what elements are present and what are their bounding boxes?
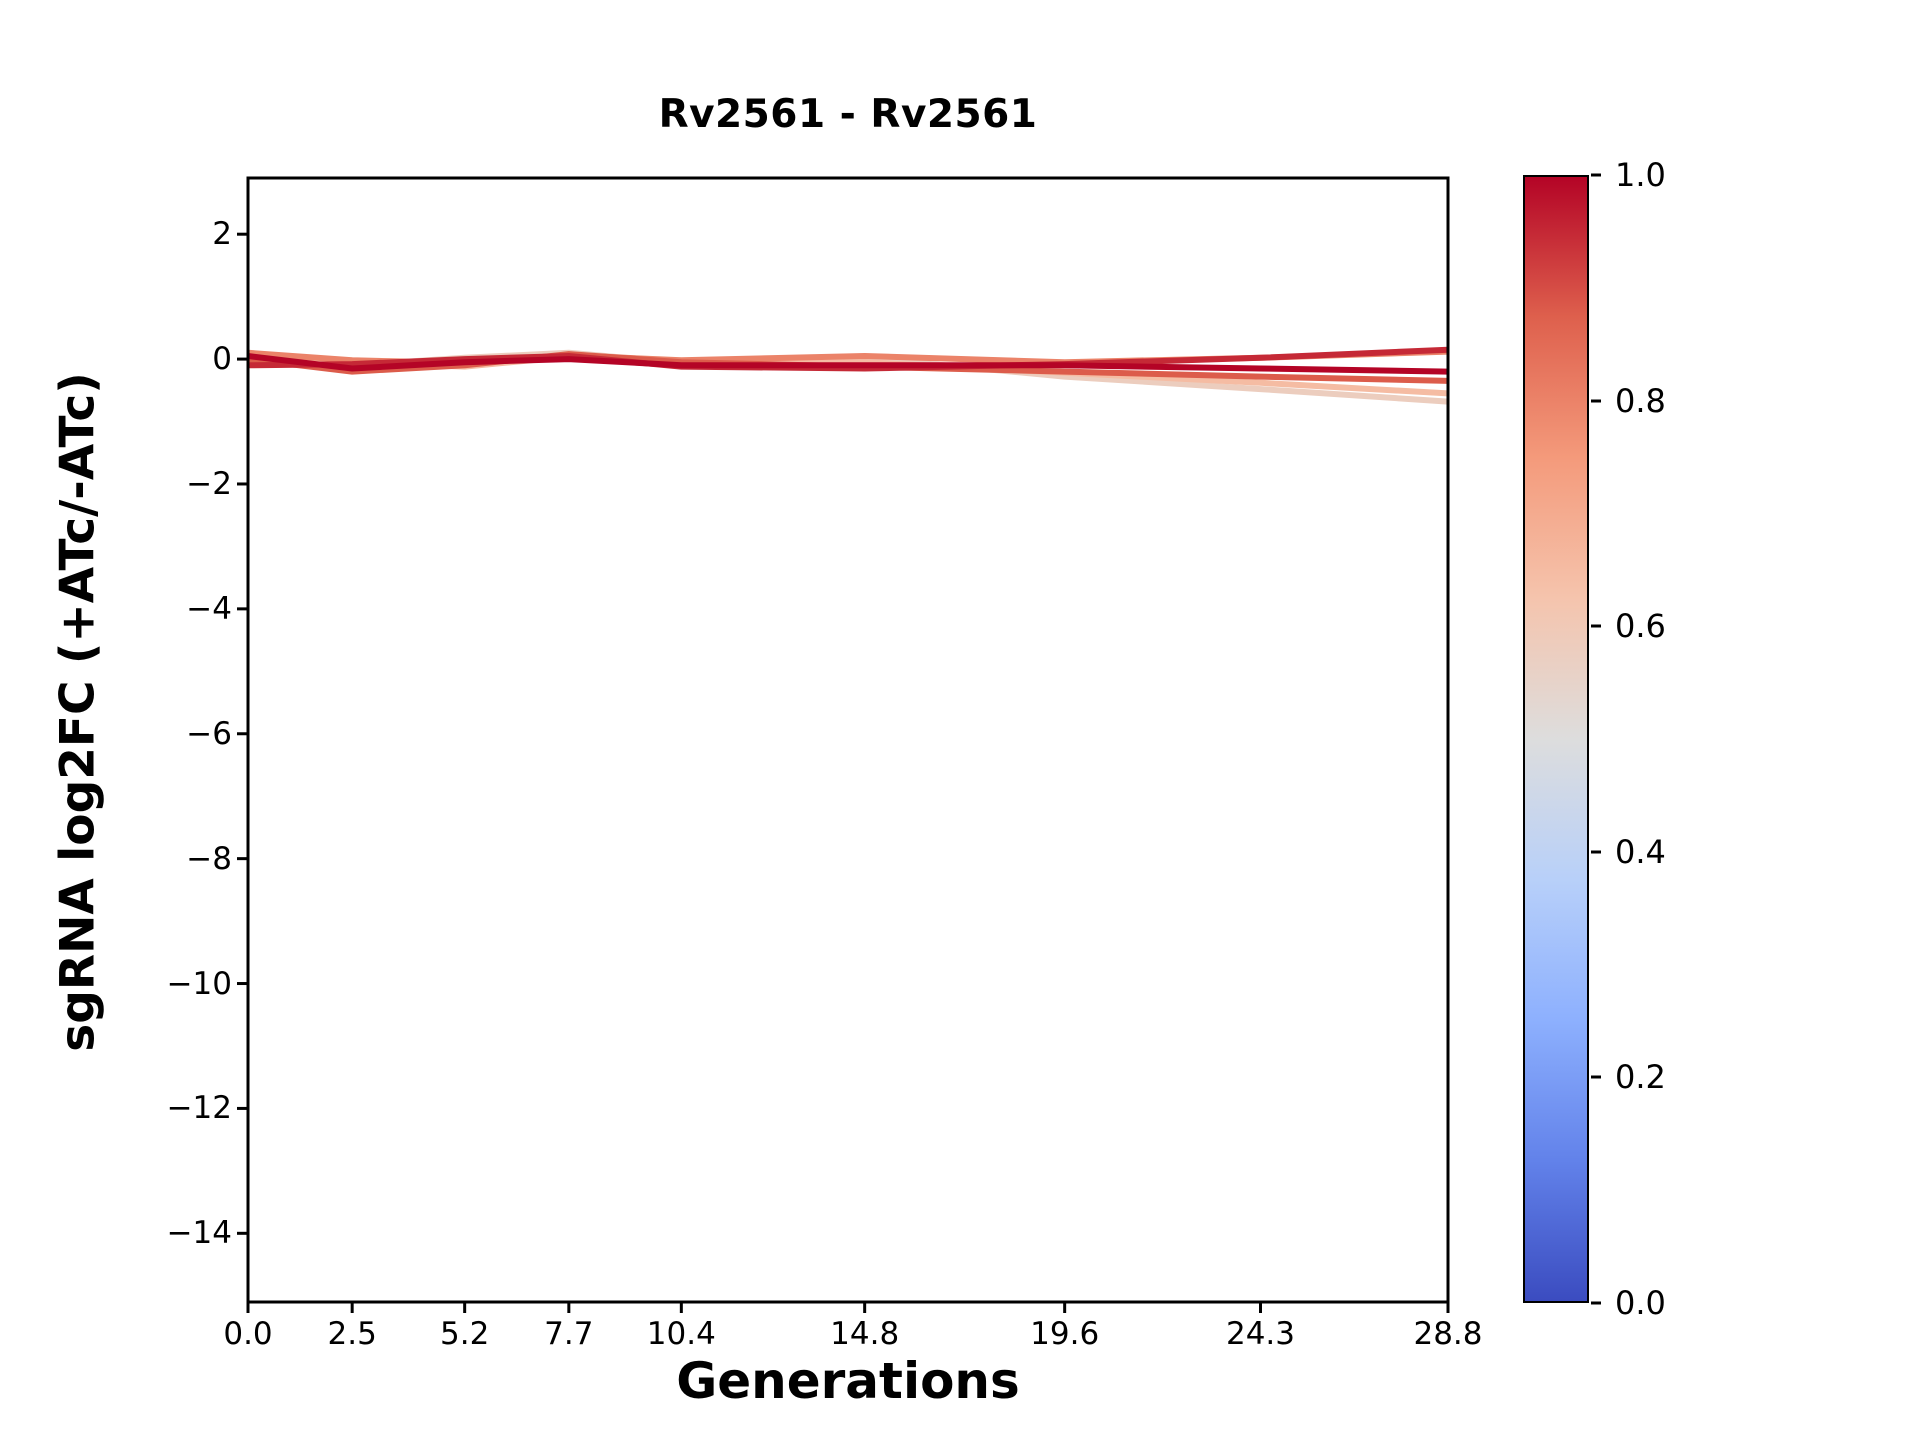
y-tick-label: −12 — [166, 1090, 232, 1127]
colorbar-tick-mark — [1591, 850, 1601, 854]
x-tick-label: 24.3 — [1225, 1316, 1296, 1352]
x-axis-ticks: 0.0 2.5 5.2 7.7 10.4 14.8 19.6 24.3 28.8 — [223, 1316, 1482, 1356]
y-tick-label: −14 — [166, 1215, 232, 1252]
y-tick-label: −8 — [186, 840, 232, 877]
colorbar-tick-label: 0.4 — [1615, 832, 1666, 871]
y-tick-label: −6 — [186, 715, 232, 752]
y-tick-label: −10 — [166, 965, 232, 1002]
colorbar-tick-label: 0.0 — [1615, 1284, 1666, 1322]
x-axis-label: Generations — [676, 1352, 1020, 1410]
y-tick-label: −2 — [186, 466, 232, 502]
x-tick-label: 10.4 — [646, 1316, 716, 1352]
x-tick-label: 14.8 — [830, 1316, 900, 1352]
y-tick-label: −4 — [186, 590, 232, 627]
x-tick-label: 28.8 — [1413, 1316, 1483, 1352]
colorbar-gradient — [1523, 175, 1589, 1303]
series-line_4 — [247, 351, 1449, 384]
plot-area — [237, 176, 1450, 1313]
colorbar-tick-mark — [1591, 1075, 1601, 1079]
colorbar-tick-label: 0.8 — [1615, 381, 1666, 420]
axes-spines — [246, 176, 1450, 1304]
colorbar-ticks: 1.0 0.8 0.6 0.4 0.2 0.0 — [1591, 156, 1711, 1322]
x-tick-label: 5.2 — [440, 1316, 490, 1352]
y-tick-label: 0 — [212, 341, 232, 378]
plot-canvas — [237, 176, 1450, 1313]
colorbar-tick-mark — [1591, 399, 1601, 403]
colorbar-tick-label: 1.0 — [1615, 156, 1666, 194]
x-tick-label: 7.7 — [544, 1316, 594, 1352]
colorbar-tick-mark — [1591, 173, 1601, 177]
plot-title: Rv2561 - Rv2561 — [658, 92, 1038, 137]
series-line_6 — [247, 353, 1449, 375]
colorbar-tick-mark — [1591, 624, 1601, 628]
colorbar-tick-label: 0.2 — [1615, 1058, 1666, 1097]
colorbar — [1523, 175, 1589, 1303]
x-tick-label: 2.5 — [327, 1316, 377, 1352]
x-tick-label: 19.6 — [1030, 1316, 1100, 1352]
y-tick-label: 2 — [212, 216, 232, 253]
y-axis-ticks: 2 0 −2 −4 −6 −8 −10 −12 −14 — [0, 178, 232, 1302]
colorbar-tick-mark — [1591, 1301, 1601, 1305]
y-axis-label: sgRNA log2FC (+ATc/-ATc) — [50, 372, 106, 1052]
colorbar-tick-label: 0.6 — [1615, 607, 1666, 646]
x-tick-label: 0.0 — [223, 1316, 273, 1352]
